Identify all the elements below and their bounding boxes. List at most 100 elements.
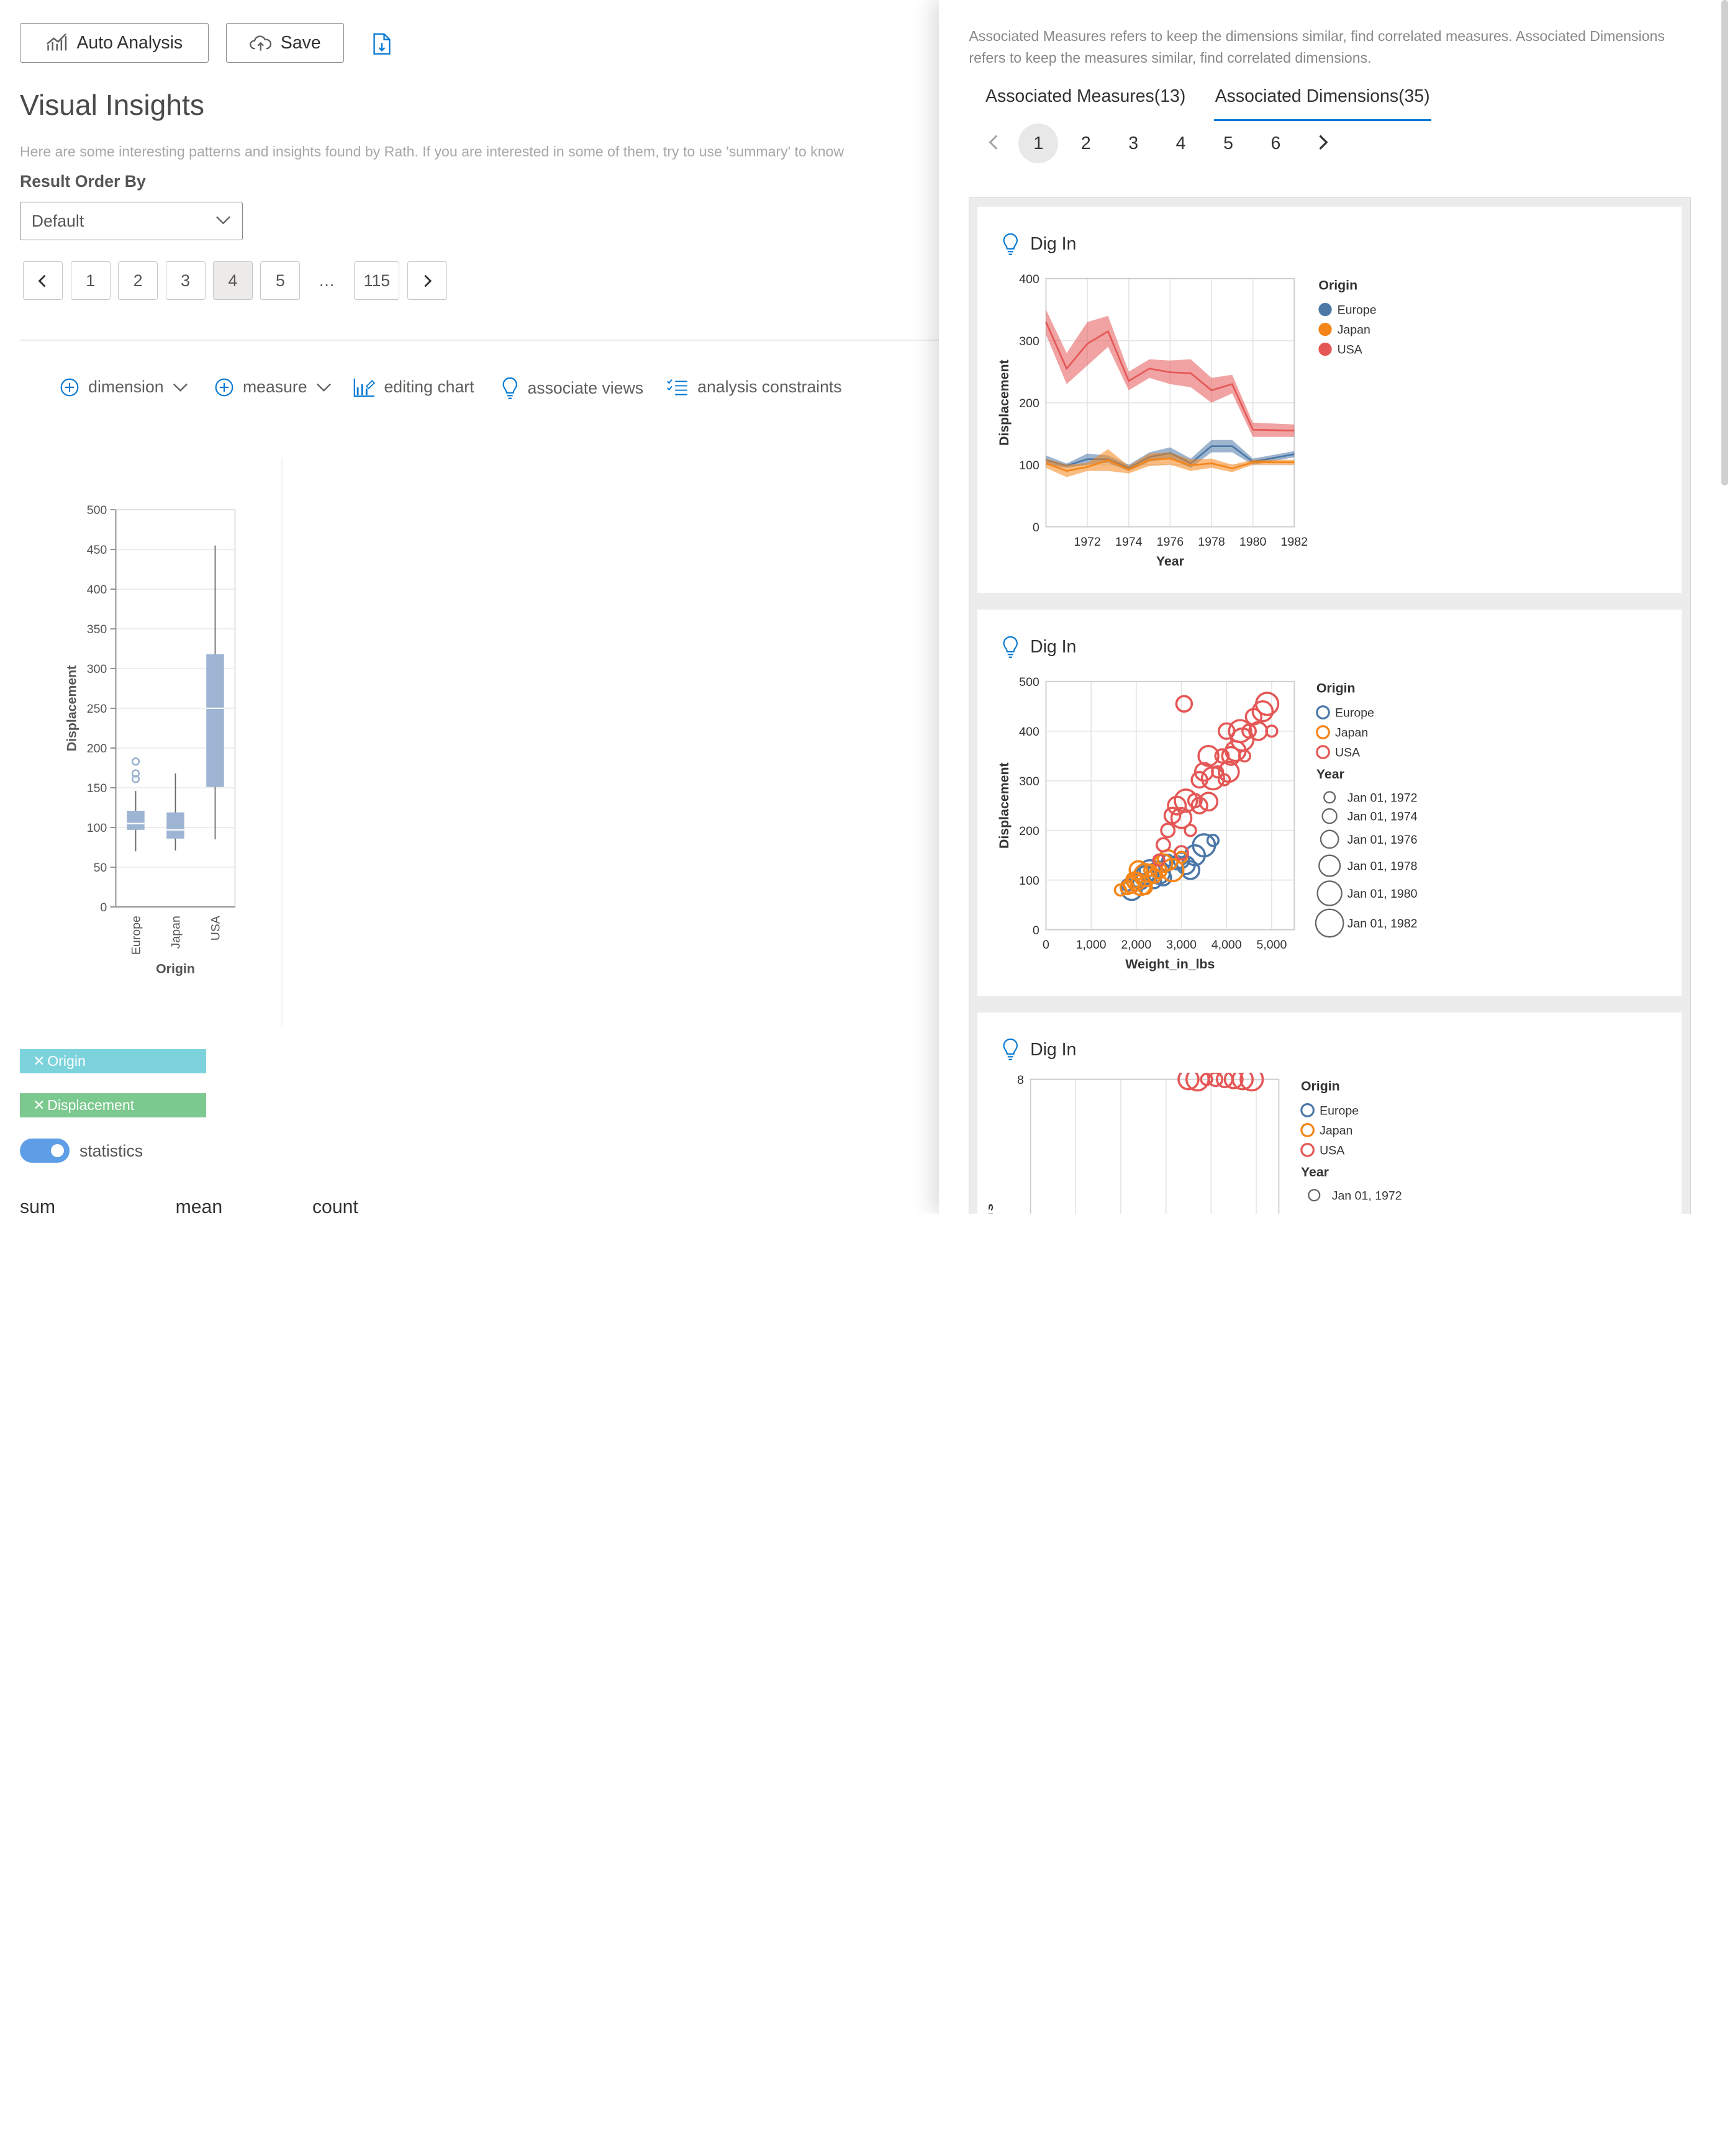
y-axis-title: Displacement — [997, 359, 1012, 446]
page-button-3[interactable]: 3 — [165, 261, 206, 300]
associate-views-button[interactable]: associate views — [501, 377, 643, 400]
legend-label: USA — [1320, 1144, 1344, 1158]
dig-in-label: Dig In — [1030, 234, 1077, 255]
x-tick-label: 3,000 — [1166, 938, 1197, 952]
scatter-point — [1146, 868, 1162, 884]
y-tick-label: 0 — [1032, 923, 1039, 937]
dig-in-button[interactable]: Dig In — [1002, 636, 1076, 659]
legend-label: USA — [1337, 343, 1362, 357]
panel-page-3[interactable]: 3 — [1128, 133, 1139, 153]
plot-frame — [1030, 1079, 1279, 1214]
close-icon[interactable]: ✕ — [33, 1053, 45, 1070]
x-axis-title: Year — [1156, 554, 1184, 569]
dimension-label: dimension — [88, 377, 164, 397]
page-button-115[interactable]: 115 — [354, 261, 400, 300]
scatter-point — [1199, 1073, 1213, 1086]
legend-swatch — [1300, 1123, 1315, 1138]
scatter-point — [1254, 691, 1279, 716]
displacement-chip[interactable]: ✕ Displacement — [19, 1093, 207, 1118]
scatter-point — [1228, 718, 1252, 744]
y-tick-label: 300 — [87, 662, 107, 676]
x-tick-label: 1978 — [1198, 535, 1225, 549]
area-band-japan — [1045, 449, 1294, 477]
y-tick-label: 0 — [1032, 521, 1039, 534]
statistics-label: statistics — [79, 1142, 143, 1161]
statistics-toggle[interactable] — [19, 1139, 70, 1163]
dig-in-button[interactable]: Dig In — [1002, 233, 1076, 256]
lightbulb-icon — [1003, 233, 1018, 255]
y-tick-label: 100 — [1019, 459, 1039, 472]
legend-swatch — [1300, 1103, 1315, 1118]
panel-page-1[interactable]: 1 — [1018, 124, 1059, 163]
legend-swatch — [1318, 322, 1332, 336]
size-legend-swatch — [1307, 1189, 1320, 1202]
scatter-point — [1152, 853, 1166, 867]
save-button[interactable]: Save — [226, 23, 345, 63]
panel-scrollbar[interactable] — [1721, 0, 1729, 485]
chevron-left-icon[interactable] — [988, 133, 999, 151]
scatter-point — [1251, 700, 1274, 723]
scatter-point — [1180, 860, 1200, 880]
page-button-2[interactable]: 2 — [118, 261, 158, 300]
analysis-constraints-button[interactable]: analysis constraints — [666, 377, 842, 397]
scatter-point — [1155, 837, 1171, 853]
origin-chip[interactable]: ✕ Origin — [19, 1049, 207, 1074]
x-tick-label: 1,000 — [1076, 938, 1106, 952]
size-legend-swatch — [1315, 908, 1344, 938]
dig-in-button[interactable]: Dig In — [1002, 1039, 1076, 1061]
lightbulb-icon — [502, 377, 517, 399]
tab-associated-dimensions[interactable]: Associated Dimensions(35) — [1215, 86, 1430, 106]
tab-associated-measures[interactable]: Associated Measures(13) — [985, 86, 1186, 106]
file-download-icon[interactable] — [372, 33, 392, 55]
area-chart: 0 100 200 300 400 1972 1974 1976 1978 1980 1982 Yea… — [997, 273, 1377, 569]
panel-description: Associated Measures refers to keep the d… — [969, 27, 1665, 66]
y-tick-label: 250 — [87, 702, 107, 716]
scatter-point — [1239, 1073, 1264, 1092]
chart-edit-icon — [353, 378, 375, 397]
chevron-right-icon[interactable] — [1318, 133, 1329, 151]
size-legend-label: Jan 01, 1982 — [1347, 917, 1417, 931]
scatter-point — [1175, 695, 1193, 713]
scatter-point — [1183, 823, 1197, 837]
legend-label: Japan — [1320, 1124, 1352, 1138]
next-page-button[interactable] — [407, 261, 447, 300]
size-legend-title: Year — [1301, 1165, 1329, 1179]
lightbulb-icon — [1003, 636, 1018, 658]
dimension-menu[interactable]: dimension — [60, 377, 188, 397]
plot-frame — [1045, 680, 1295, 931]
scatter-point — [1177, 1073, 1200, 1091]
panel-page-2[interactable]: 2 — [1080, 133, 1091, 153]
auto-analysis-label: Auto Analysis — [76, 32, 183, 53]
scatter-point — [1160, 857, 1185, 882]
page-button-4[interactable]: 4 — [212, 261, 253, 300]
measure-label: measure — [242, 377, 307, 397]
y-tick-label: 400 — [1019, 725, 1039, 739]
y-tick-label: 8 — [1017, 1073, 1024, 1087]
insight-card: Dig In 6 8 Cylinders Origin Europe Japan USA Ye… — [977, 1012, 1682, 1214]
page-button-1[interactable]: 1 — [70, 261, 111, 300]
area-line-usa — [1044, 322, 1294, 432]
scatter-point — [1173, 844, 1189, 860]
legend-label: USA — [1335, 746, 1360, 759]
x-axis-title: Weight_in_lbs — [1125, 957, 1215, 972]
panel-page-4[interactable]: 4 — [1175, 133, 1186, 153]
order-by-dropdown[interactable]: Default — [19, 202, 243, 241]
y-axis-title: Displacement — [65, 665, 79, 752]
auto-analysis-button[interactable]: Auto Analysis — [19, 23, 209, 63]
panel-page-5[interactable]: 5 — [1223, 133, 1233, 153]
legend-title: Origin — [1316, 680, 1355, 695]
page-button-5[interactable]: 5 — [260, 261, 301, 300]
editing-chart-label: editing chart — [384, 377, 474, 397]
scatter-point — [1264, 724, 1279, 738]
y-tick-label: 200 — [87, 742, 107, 756]
y-tick-label: 50 — [94, 861, 107, 875]
y-tick-label: 400 — [87, 583, 107, 597]
scatter-point — [1198, 792, 1218, 812]
close-icon[interactable]: ✕ — [33, 1097, 45, 1114]
editing-chart-button[interactable]: editing chart — [353, 377, 474, 397]
box-plot-chart: 0 50 100 150 200 250 300 350 400 450 500 Europe Japa… — [65, 503, 236, 976]
panel-page-6[interactable]: 6 — [1270, 133, 1281, 153]
measure-menu[interactable]: measure — [214, 377, 332, 397]
prev-page-button[interactable] — [23, 261, 63, 300]
